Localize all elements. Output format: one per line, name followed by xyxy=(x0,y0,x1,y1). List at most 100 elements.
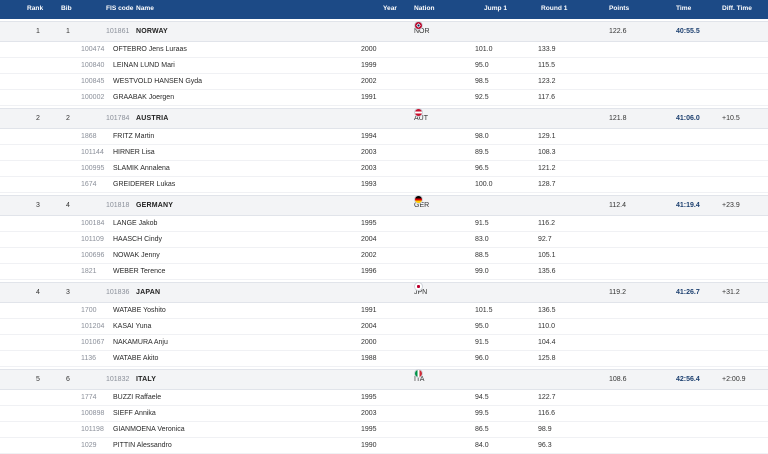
athlete-name: SLAMIK Annalena xyxy=(113,165,170,172)
athlete-row[interactable]: 101109 HAASCH Cindy 2004 83.0 92.7 xyxy=(0,232,768,248)
athlete-row[interactable]: 100845 WESTVOLD HANSEN Gyda 2002 98.5 123.2 xyxy=(0,74,768,90)
column-header-nation[interactable]: Nation xyxy=(414,5,435,12)
athlete-year: 1994 xyxy=(361,133,377,140)
athlete-row[interactable]: 100474 OFTEBRO Jens Luraas 2000 101.0 133.9 xyxy=(0,42,768,58)
column-header-time[interactable]: Time xyxy=(676,5,692,12)
athlete-year: 2000 xyxy=(361,339,377,346)
athlete-name: PITTIN Alessandro xyxy=(113,442,172,449)
team-name: ITALY xyxy=(136,376,157,383)
team-nation: ITA xyxy=(414,369,424,389)
athlete-row[interactable]: 1029 PITTIN Alessandro 1990 84.0 96.3 xyxy=(0,438,768,454)
column-header-rank[interactable]: Rank xyxy=(27,5,44,12)
team-points: 108.6 xyxy=(609,376,627,383)
athlete-name: WATABE Yoshito xyxy=(113,307,166,314)
flag-icon xyxy=(414,108,423,117)
athlete-round1: 104.4 xyxy=(538,339,556,346)
athlete-name: HIRNER Lisa xyxy=(113,149,155,156)
athlete-name: GRAABAK Joergen xyxy=(113,94,175,101)
team-diff-time: +2:00.9 xyxy=(722,376,746,383)
nation-code: NOR xyxy=(414,28,430,35)
athlete-fis-code: 1868 xyxy=(81,133,97,140)
team-row[interactable]: 4 3 101836 JAPAN JPN 119.2 41:26.7 +31.2 xyxy=(0,282,768,303)
athlete-fis-code: 100696 xyxy=(81,252,105,259)
team-time: 41:26.7 xyxy=(676,289,700,296)
athlete-row[interactable]: 1868 FRITZ Martin 1994 98.0 129.1 xyxy=(0,129,768,145)
athlete-round1: 129.1 xyxy=(538,133,556,140)
flag-icon xyxy=(414,195,423,204)
athlete-row[interactable]: 100898 SIEFF Annika 2003 99.5 116.6 xyxy=(0,406,768,422)
column-header-diff-time[interactable]: Diff. Time xyxy=(722,5,752,12)
team-name: JAPAN xyxy=(136,289,161,296)
athlete-round1: 122.7 xyxy=(538,394,556,401)
athlete-fis-code: 100474 xyxy=(81,46,105,53)
athlete-jump1: 91.5 xyxy=(475,220,489,227)
athlete-fis-code: 1029 xyxy=(81,442,97,449)
athlete-name: SIEFF Annika xyxy=(113,410,156,417)
athlete-round1: 128.7 xyxy=(538,181,556,188)
athlete-name: GREIDERER Lukas xyxy=(113,181,176,188)
team-points: 121.8 xyxy=(609,115,627,122)
athlete-fis-code: 1674 xyxy=(81,181,97,188)
athlete-name: NAKAMURA Anju xyxy=(113,339,168,346)
athlete-fis-code: 100898 xyxy=(81,410,105,417)
team-bib: 6 xyxy=(66,376,70,383)
athlete-row[interactable]: 1700 WATABE Yoshito 1991 101.5 136.5 xyxy=(0,303,768,319)
athlete-jump1: 101.0 xyxy=(475,46,493,53)
athlete-row[interactable]: 1774 BUZZI Raffaele 1995 94.5 122.7 xyxy=(0,390,768,406)
athlete-jump1: 89.5 xyxy=(475,149,489,156)
team-time: 41:06.0 xyxy=(676,115,700,122)
team-diff-time: +23.9 xyxy=(722,202,740,209)
team-points: 119.2 xyxy=(609,289,626,296)
athlete-jump1: 98.0 xyxy=(475,133,489,140)
team-nation: NOR xyxy=(414,21,430,41)
athlete-row[interactable]: 100696 NOWAK Jenny 2002 88.5 105.1 xyxy=(0,248,768,264)
team-nation: GER xyxy=(414,195,429,215)
athlete-jump1: 94.5 xyxy=(475,394,489,401)
flag-icon xyxy=(414,282,423,291)
athlete-fis-code: 100845 xyxy=(81,78,105,85)
athlete-year: 1999 xyxy=(361,62,377,69)
column-header-fis-code[interactable]: FIS code xyxy=(106,5,134,12)
column-header-bib[interactable]: Bib xyxy=(61,5,72,12)
athlete-jump1: 91.5 xyxy=(475,339,489,346)
column-header-points[interactable]: Points xyxy=(609,5,630,12)
flag-icon xyxy=(414,21,423,30)
athlete-jump1: 92.5 xyxy=(475,94,489,101)
athlete-fis-code: 1774 xyxy=(81,394,97,401)
athlete-row[interactable]: 101067 NAKAMURA Anju 2000 91.5 104.4 xyxy=(0,335,768,351)
team-rank: 1 xyxy=(36,28,40,35)
athlete-year: 1991 xyxy=(361,94,377,101)
athlete-round1: 115.5 xyxy=(538,62,555,69)
athlete-name: HAASCH Cindy xyxy=(113,236,163,243)
athlete-round1: 110.0 xyxy=(538,323,555,330)
column-header-jump1[interactable]: Jump 1 xyxy=(484,5,508,12)
team-row[interactable]: 2 2 101784 AUSTRIA AUT 121.8 41:06.0 +10.5 xyxy=(0,108,768,129)
athlete-fis-code: 1700 xyxy=(81,307,97,314)
team-fis-code: 101818 xyxy=(106,202,130,209)
athlete-row[interactable]: 100002 GRAABAK Joergen 1991 92.5 117.6 xyxy=(0,90,768,106)
athlete-name: FRITZ Martin xyxy=(113,133,155,140)
team-row[interactable]: 5 6 101832 ITALY ITA 108.6 42:56.4 +2:00.9 xyxy=(0,369,768,390)
column-header-name[interactable]: Name xyxy=(136,5,154,12)
athlete-jump1: 99.5 xyxy=(475,410,489,417)
athlete-year: 2004 xyxy=(361,236,377,243)
athlete-round1: 96.3 xyxy=(538,442,552,449)
team-name: NORWAY xyxy=(136,28,168,35)
athlete-round1: 117.6 xyxy=(538,94,555,101)
athlete-row[interactable]: 1821 WEBER Terence 1996 99.0 135.6 xyxy=(0,264,768,280)
team-row[interactable]: 3 4 101818 GERMANY GER 112.4 41:19.4 +23.9 xyxy=(0,195,768,216)
athlete-row[interactable]: 101204 KASAI Yuna 2004 95.0 110.0 xyxy=(0,319,768,335)
athlete-row[interactable]: 1674 GREIDERER Lukas 1993 100.0 128.7 xyxy=(0,177,768,193)
athlete-row[interactable]: 100184 LANGE Jakob 1995 91.5 116.2 xyxy=(0,216,768,232)
athlete-row[interactable]: 101198 GIANMOENA Veronica 1995 86.5 98.9 xyxy=(0,422,768,438)
athlete-name: WATABE Akito xyxy=(113,355,159,362)
column-header-year[interactable]: Year xyxy=(383,5,397,12)
athlete-row[interactable]: 1136 WATABE Akito 1988 96.0 125.8 xyxy=(0,351,768,367)
column-header-round1[interactable]: Round 1 xyxy=(541,5,568,12)
athlete-row[interactable]: 100995 SLAMIK Annalena 2003 96.5 121.2 xyxy=(0,161,768,177)
athlete-year: 1990 xyxy=(361,442,377,449)
athlete-row[interactable]: 100840 LEINAN LUND Mari 1999 95.0 115.5 xyxy=(0,58,768,74)
athlete-row[interactable]: 101144 HIRNER Lisa 2003 89.5 108.3 xyxy=(0,145,768,161)
team-rank: 5 xyxy=(36,376,40,383)
team-row[interactable]: 1 1 101861 NORWAY NOR 122.6 40:55.5 xyxy=(0,21,768,42)
